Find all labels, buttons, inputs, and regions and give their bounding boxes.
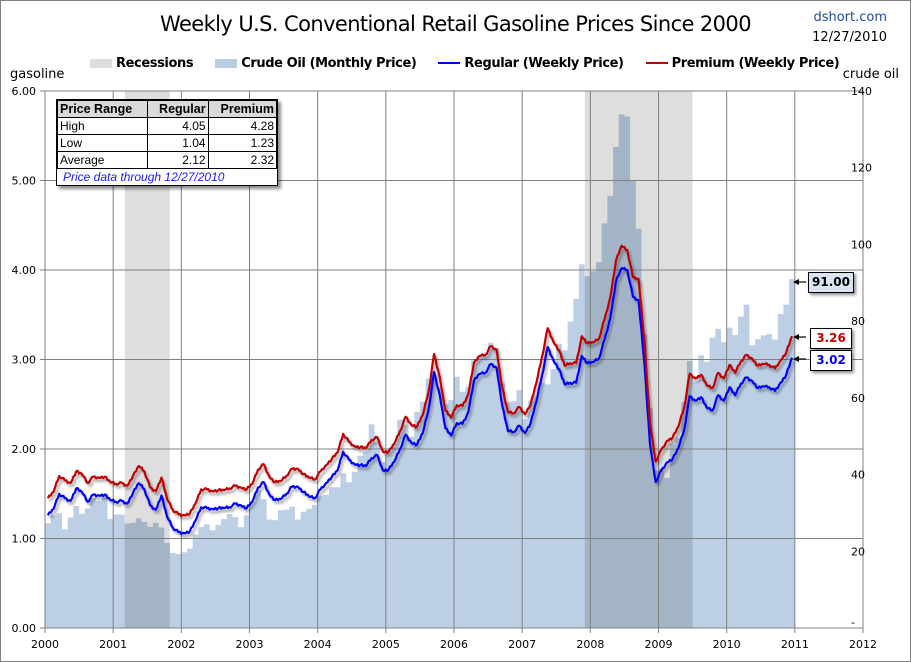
legend-label: Crude Oil (Monthly Price) bbox=[241, 55, 417, 71]
crude-oil-area bbox=[45, 114, 795, 629]
y2-tick-label: 120 bbox=[851, 162, 872, 175]
legend-label: Regular (Weekly Price) bbox=[464, 55, 624, 71]
table-cell: 4.28 bbox=[207, 117, 278, 135]
y-tick-label: 1.00 bbox=[12, 533, 37, 546]
x-tick-label: 2011 bbox=[781, 638, 809, 651]
table-cell: 4.05 bbox=[147, 117, 209, 135]
legend-swatch-premium bbox=[645, 62, 668, 64]
y2-tick-label: 100 bbox=[851, 238, 872, 251]
date-label: 12/27/2010 bbox=[812, 30, 887, 45]
x-tick-label: 2004 bbox=[304, 638, 332, 651]
legend-label: Recessions bbox=[116, 55, 194, 71]
x-tick-label: 2008 bbox=[576, 638, 604, 651]
table-cell: High bbox=[56, 117, 149, 135]
table-cell: 2.12 bbox=[147, 151, 209, 169]
legend-item-crude: Crude Oil (Monthly Price) bbox=[215, 55, 417, 71]
table-note: Price data through 12/27/2010 bbox=[63, 170, 225, 184]
x-tick-label: 2003 bbox=[236, 638, 264, 651]
y-tick-label: 3.00 bbox=[12, 354, 37, 367]
x-tick-label: 2007 bbox=[508, 638, 536, 651]
table-row: Average 2.12 2.32 bbox=[56, 151, 278, 169]
table-cell: 2.32 bbox=[207, 151, 278, 169]
x-tick-label: 2000 bbox=[31, 638, 59, 651]
table-header: Regular bbox=[147, 100, 209, 118]
y2-tick-label: 140 bbox=[851, 85, 872, 98]
x-tick-label: 2006 bbox=[440, 638, 468, 651]
table-row: Low 1.04 1.23 bbox=[56, 134, 278, 152]
source-label: dshort.com bbox=[813, 10, 887, 25]
y2-tick-label: 20 bbox=[851, 545, 865, 558]
callout-regular-price: 3.02 bbox=[810, 350, 852, 371]
x-tick-label: 2009 bbox=[645, 638, 673, 651]
y-tick-label: 0.00 bbox=[12, 622, 37, 635]
legend-item-regular: Regular (Weekly Price) bbox=[438, 55, 624, 71]
y2-tick-label: 40 bbox=[851, 469, 865, 482]
table-cell: Average bbox=[56, 151, 149, 169]
callout-crude-price: 91.00 bbox=[808, 272, 854, 293]
x-tick-label: 2001 bbox=[99, 638, 127, 651]
y2-tick-label: 80 bbox=[851, 315, 865, 328]
arrow-regular-head bbox=[793, 356, 799, 362]
arrow-crude-head bbox=[793, 279, 799, 285]
y2-axis-title: crude oil bbox=[842, 67, 899, 82]
x-tick-label: 2005 bbox=[372, 638, 400, 651]
x-tick-label: 2012 bbox=[849, 638, 877, 651]
y-tick-label: 5.00 bbox=[12, 175, 37, 188]
table-cell: 1.04 bbox=[147, 134, 209, 152]
arrow-premium-head bbox=[793, 334, 799, 340]
legend: Recessions Crude Oil (Monthly Price) Reg… bbox=[90, 54, 861, 72]
y-axis-title: gasoline bbox=[10, 67, 65, 82]
price-range-table: Price Range Regular Premium High 4.05 4.… bbox=[56, 99, 278, 186]
legend-label: Premium (Weekly Price) bbox=[671, 55, 840, 71]
y2-tick-label: 60 bbox=[851, 392, 865, 405]
table-header: Price Range bbox=[56, 100, 149, 118]
table-row: High 4.05 4.28 bbox=[56, 117, 278, 135]
x-tick-label: 2002 bbox=[167, 638, 195, 651]
x-tick-label: 2010 bbox=[713, 638, 741, 651]
premium-price-line bbox=[46, 244, 794, 518]
callout-premium-price: 3.26 bbox=[810, 328, 852, 349]
legend-swatch-regular bbox=[438, 62, 461, 64]
chart-title: Weekly U.S. Conventional Retail Gasoline… bbox=[160, 12, 752, 36]
table-header-row: Price Range Regular Premium bbox=[56, 100, 278, 118]
legend-item-premium: Premium (Weekly Price) bbox=[645, 55, 840, 71]
legend-item-recessions: Recessions bbox=[90, 55, 194, 71]
y2-tick-label: - bbox=[851, 616, 855, 629]
y-tick-label: 2.00 bbox=[12, 443, 37, 456]
y-tick-label: 6.00 bbox=[12, 85, 37, 98]
legend-swatch-recessions bbox=[90, 58, 112, 68]
y-tick-label: 4.00 bbox=[12, 264, 37, 277]
regular-price-line bbox=[46, 266, 794, 535]
table-cell: Low bbox=[56, 134, 149, 152]
table-header: Premium bbox=[207, 100, 278, 118]
legend-swatch-crude bbox=[215, 58, 238, 68]
table-cell: 1.23 bbox=[207, 134, 278, 152]
